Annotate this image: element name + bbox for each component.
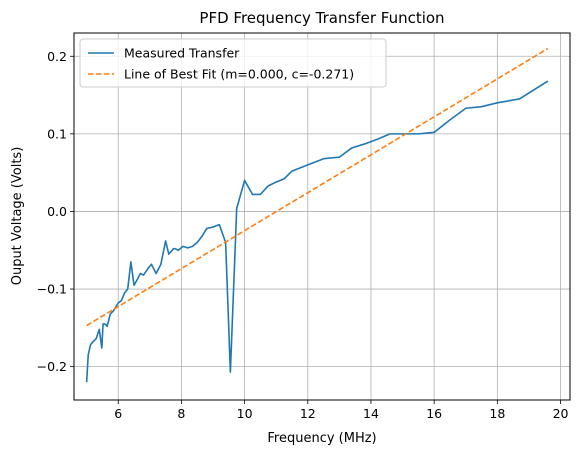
chart-title: PFD Frequency Transfer Function <box>199 9 444 27</box>
x-axis-label: Frequency (MHz) <box>267 431 376 446</box>
legend: Measured Transfer Line of Best Fit (m=0.… <box>79 38 387 88</box>
y-tick-label: 0.0 <box>47 204 67 219</box>
x-tick-label: 8 <box>177 406 185 421</box>
legend-label-measured: Measured Transfer <box>124 46 240 61</box>
x-tick-label: 18 <box>489 406 505 421</box>
x-axis: 6 8 10 12 14 16 18 20 <box>114 400 569 421</box>
y-tick-label: 0.1 <box>47 126 67 141</box>
series-best-fit-line <box>86 47 549 327</box>
y-axis-label: Ouput Voltage (Volts) <box>10 147 25 286</box>
y-axis: −0.2 −0.1 0.0 0.1 0.2 <box>37 49 74 374</box>
legend-label-fit: Line of Best Fit (m=0.000, c=-0.271) <box>124 67 354 82</box>
legend-box <box>79 38 387 88</box>
series-measured-transfer-line <box>85 80 549 383</box>
x-tick-label: 16 <box>426 406 442 421</box>
y-tick-label: −0.1 <box>37 282 67 297</box>
x-tick-label: 12 <box>300 406 316 421</box>
y-tick-label: −0.2 <box>37 359 67 374</box>
x-tick-label: 14 <box>363 406 379 421</box>
x-tick-label: 20 <box>553 406 569 421</box>
series-layer <box>85 47 549 383</box>
x-tick-label: 6 <box>114 406 122 421</box>
x-tick-label: 10 <box>237 406 253 421</box>
plot-frame <box>73 32 571 401</box>
grid <box>74 33 570 400</box>
y-tick-label: 0.2 <box>47 49 67 64</box>
